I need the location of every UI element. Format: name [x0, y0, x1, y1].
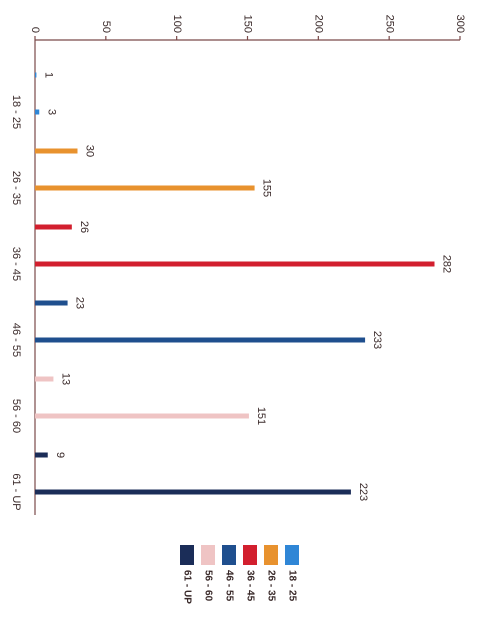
data-label: 233	[371, 331, 383, 349]
data-label: 151	[255, 407, 267, 425]
data-label: 155	[261, 179, 273, 197]
x-tick-label: 26 - 35	[10, 171, 22, 205]
legend-swatch	[285, 545, 299, 565]
x-tick-label: 56 - 60	[10, 399, 22, 433]
legend-label: 56 - 60	[202, 570, 213, 602]
y-tick-label: 0	[29, 27, 41, 33]
bar	[35, 452, 48, 458]
bar	[35, 185, 255, 191]
legend-swatch	[222, 545, 236, 565]
data-label: 30	[84, 145, 96, 157]
data-label: 282	[441, 255, 453, 273]
x-tick-label: 36 - 45	[10, 247, 22, 281]
legend-label: 46 - 55	[223, 570, 234, 602]
bar	[35, 413, 249, 419]
data-label: 23	[74, 297, 86, 309]
bar	[35, 224, 72, 230]
legend-label: 61 - UP	[181, 570, 192, 604]
legend-swatch	[264, 545, 278, 565]
bar	[34, 337, 366, 343]
bar	[35, 489, 351, 495]
bar	[34, 72, 37, 78]
data-label: 9	[54, 452, 66, 458]
legend-swatch	[201, 545, 215, 565]
legend-label: 18 - 25	[286, 570, 297, 602]
y-tick-label: 50	[100, 21, 112, 33]
bar	[35, 300, 68, 306]
legend-swatch	[243, 545, 257, 565]
legend-label: 36 - 45	[244, 570, 255, 602]
legend-swatch	[180, 545, 194, 565]
data-label: 3	[45, 109, 57, 115]
y-tick-label: 150	[242, 15, 254, 33]
legend-label: 26 - 35	[265, 570, 276, 602]
data-label: 1	[43, 72, 55, 78]
x-tick-label: 61 - UP	[10, 473, 22, 510]
y-tick-label: 100	[171, 15, 183, 33]
x-tick-label: 46 - 55	[10, 323, 22, 357]
bar	[35, 148, 78, 154]
bar	[34, 376, 54, 382]
bar	[35, 109, 40, 115]
x-tick-label: 18 - 25	[10, 95, 22, 129]
y-tick-label: 300	[454, 15, 466, 33]
data-label: 223	[357, 483, 369, 501]
data-label: 26	[78, 221, 90, 233]
y-tick-label: 250	[383, 15, 395, 33]
bar	[35, 261, 435, 267]
data-label: 13	[60, 373, 72, 385]
y-tick-label: 200	[312, 15, 324, 33]
